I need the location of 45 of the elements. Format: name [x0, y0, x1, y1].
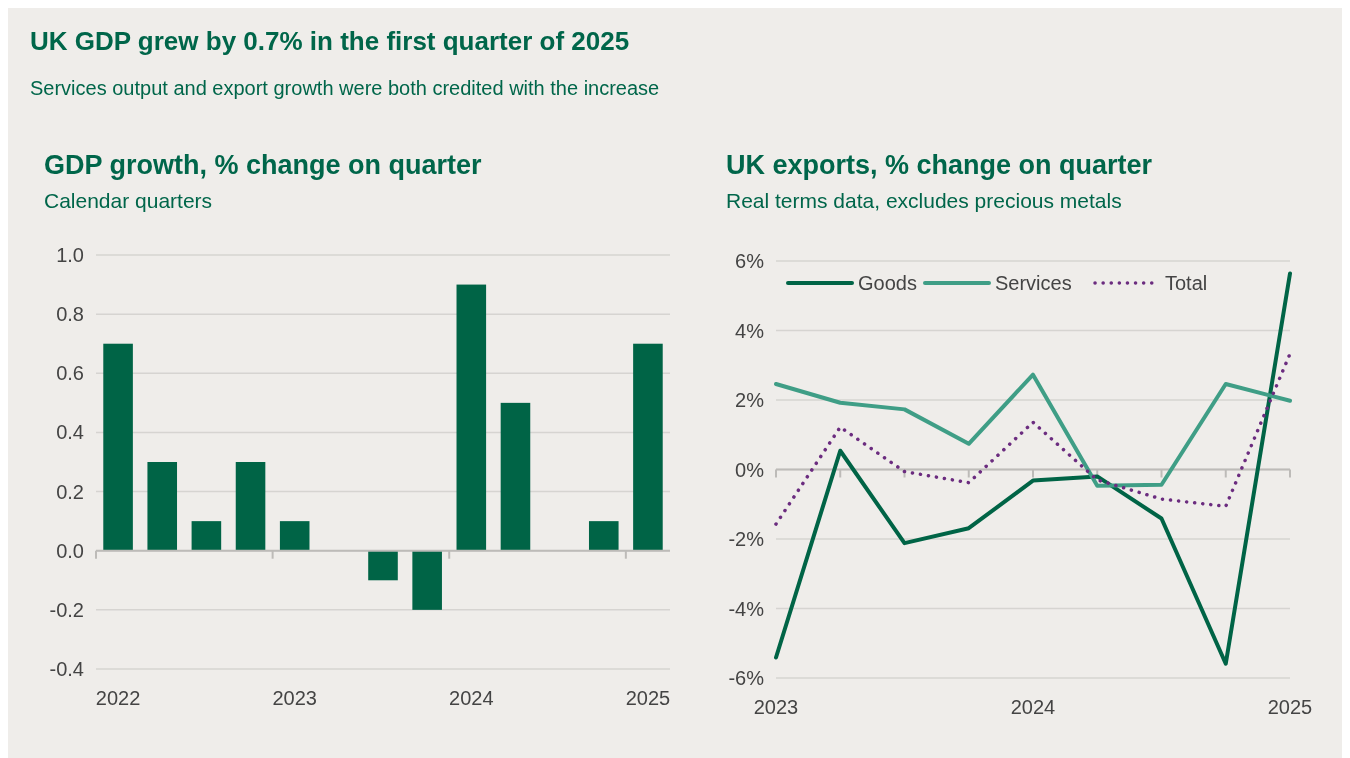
- bar: [456, 284, 487, 551]
- y-tick-label: -4%: [728, 597, 765, 620]
- line-series: [774, 372, 1292, 488]
- line-series: [774, 271, 1292, 666]
- x-tick-label: 2025: [625, 687, 671, 709]
- y-tick-label: -6%: [728, 667, 765, 689]
- bar: [368, 550, 398, 581]
- y-tick-label: 2%: [735, 389, 765, 411]
- legend-label: Goods: [858, 272, 917, 294]
- y-tick-label: 0%: [735, 458, 765, 481]
- y-tick-label: 0.2: [56, 480, 84, 503]
- y-tick-label: -0.4: [49, 658, 84, 680]
- bar: [279, 521, 310, 551]
- chart-subtitle: Real terms data, excludes precious metals: [726, 189, 1122, 212]
- bar: [191, 521, 222, 551]
- x-tick-label: 2022: [95, 687, 141, 709]
- y-tick-label: 0.8: [56, 303, 84, 326]
- y-tick-label: 0.4: [56, 421, 84, 444]
- chart-subtitle: Calendar quarters: [44, 189, 213, 212]
- y-tick-label: -0.2: [49, 598, 84, 621]
- bar: [235, 462, 266, 551]
- bar: [633, 343, 663, 551]
- y-tick-label: 4%: [735, 319, 765, 342]
- text: Services output and export growth were both credited with the increase: [30, 77, 660, 99]
- text: UK GDP grew by 0.7% in the first quarter of 2025: [30, 26, 630, 56]
- x-tick-label: 2025: [1267, 696, 1313, 718]
- line-series: [774, 352, 1292, 526]
- y-tick-label: 6%: [735, 250, 765, 272]
- chart-title: GDP growth, % change on quarter: [44, 150, 483, 180]
- x-tick-label: 2024: [1010, 696, 1056, 718]
- y-tick-label: 1.0: [56, 244, 84, 266]
- bar: [588, 521, 619, 551]
- y-tick-label: 0.6: [56, 362, 84, 385]
- bar: [500, 402, 531, 551]
- legend-label: Total: [1165, 272, 1208, 294]
- y-tick-label: -2%: [728, 528, 765, 550]
- y-tick-label: 0.0: [56, 539, 84, 562]
- chart-title: UK exports, % change on quarter: [726, 150, 1153, 180]
- x-tick-label: 2024: [449, 687, 494, 709]
- bar: [412, 550, 442, 610]
- x-tick-label: 2023: [753, 696, 799, 718]
- legend-label: Services: [995, 272, 1072, 294]
- x-tick-label: 2023: [272, 687, 317, 709]
- bar: [103, 343, 133, 551]
- bar: [147, 462, 178, 551]
